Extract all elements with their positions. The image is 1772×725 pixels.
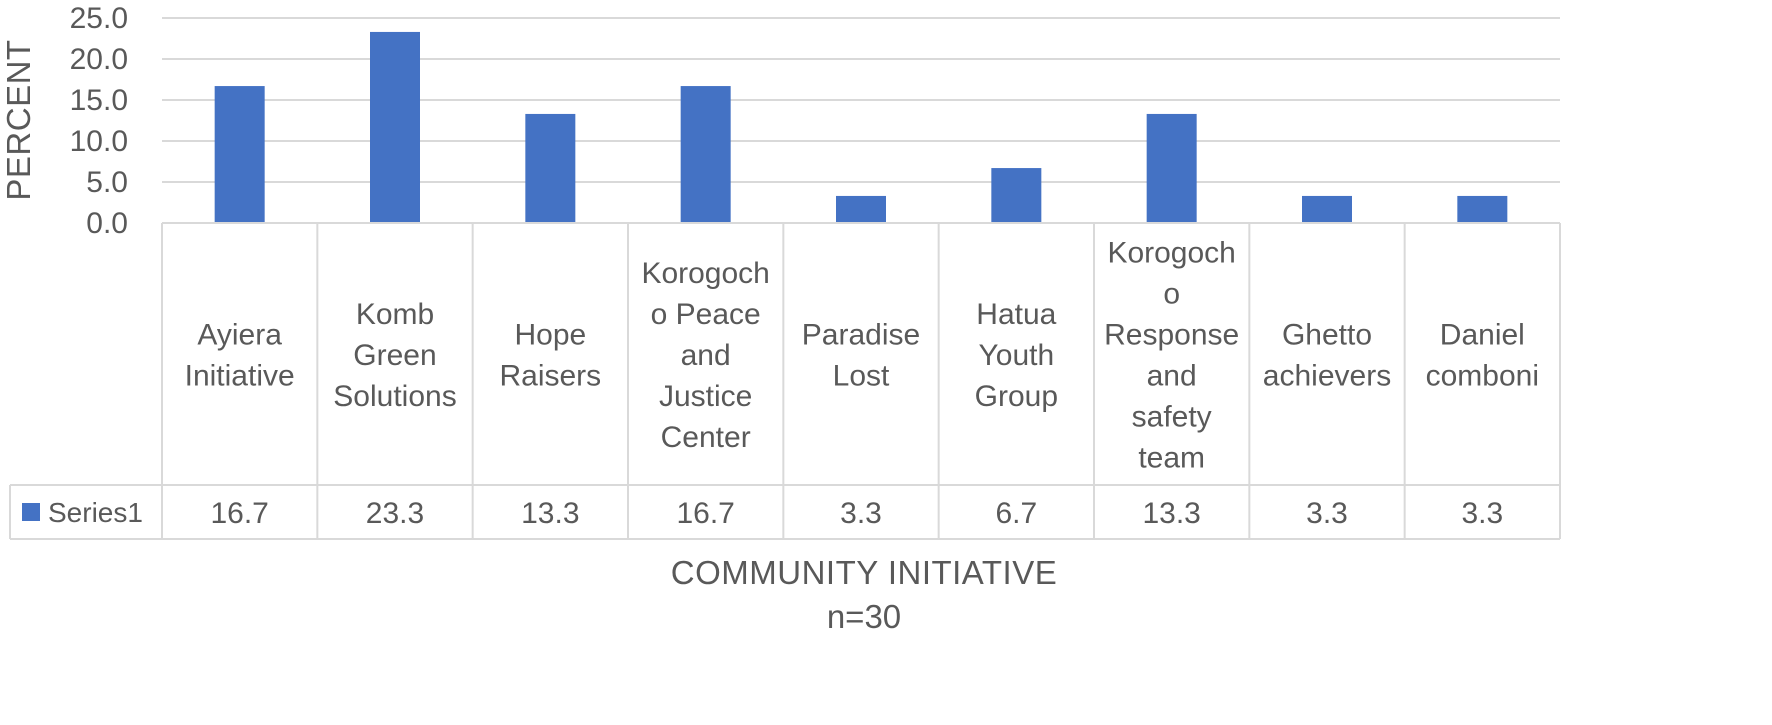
category-label: Ghetto achievers (1263, 319, 1391, 393)
bar (214, 86, 265, 223)
bar (680, 86, 731, 223)
y-tick-label: 0.0 (86, 207, 128, 240)
category-label: Korogoch o Response and safety team (1104, 237, 1239, 475)
x-axis-title: COMMUNITY INITIATIVE (671, 554, 1057, 591)
y-axis-ticks: 0.0 5.0 10.0 15.0 20.0 25.0 (70, 2, 128, 240)
data-value-label: 16.7 (676, 497, 734, 530)
legend-label: Series1 (48, 497, 143, 528)
data-value-label: 3.3 (1306, 497, 1348, 530)
category-label: Ayiera Initiative (185, 319, 295, 393)
category-label: Komb Green Solutions (333, 298, 456, 413)
category-label: Paradise Lost (802, 319, 920, 393)
category-label: Korogoch o Peace and Justice Center (641, 257, 769, 454)
y-tick-label: 20.0 (70, 43, 128, 76)
bar (836, 195, 886, 223)
bar (991, 168, 1042, 223)
data-value-label: 23.3 (366, 497, 424, 530)
y-tick-label: 5.0 (86, 166, 128, 199)
bar (1457, 195, 1508, 223)
bars (214, 31, 1508, 223)
bar (1302, 195, 1352, 223)
data-value-label: 6.7 (995, 497, 1037, 530)
y-tick-label: 25.0 (70, 2, 128, 35)
category-label: Hope Raisers (499, 319, 601, 393)
y-tick-label: 10.0 (70, 125, 128, 158)
data-value-label: 3.3 (840, 497, 882, 530)
legend-swatch (22, 503, 40, 521)
category-label: Hatua Youth Group (975, 298, 1058, 413)
bar (370, 31, 420, 223)
chart-subtitle: n=30 (827, 598, 901, 635)
data-table: Ayiera Initiative Komb Green Solutions Hope Ra… (9, 222, 1561, 540)
data-value-label: 16.7 (210, 497, 268, 530)
category-label: Daniel comboni (1426, 319, 1539, 393)
data-value-label: 3.3 (1461, 497, 1503, 530)
y-axis-title: PERCENT (0, 39, 37, 200)
bar (1146, 113, 1197, 223)
y-tick-label: 15.0 (70, 84, 128, 117)
bar (525, 113, 576, 223)
data-value-label: 13.3 (521, 497, 579, 530)
data-value-label: 13.3 (1142, 497, 1200, 530)
